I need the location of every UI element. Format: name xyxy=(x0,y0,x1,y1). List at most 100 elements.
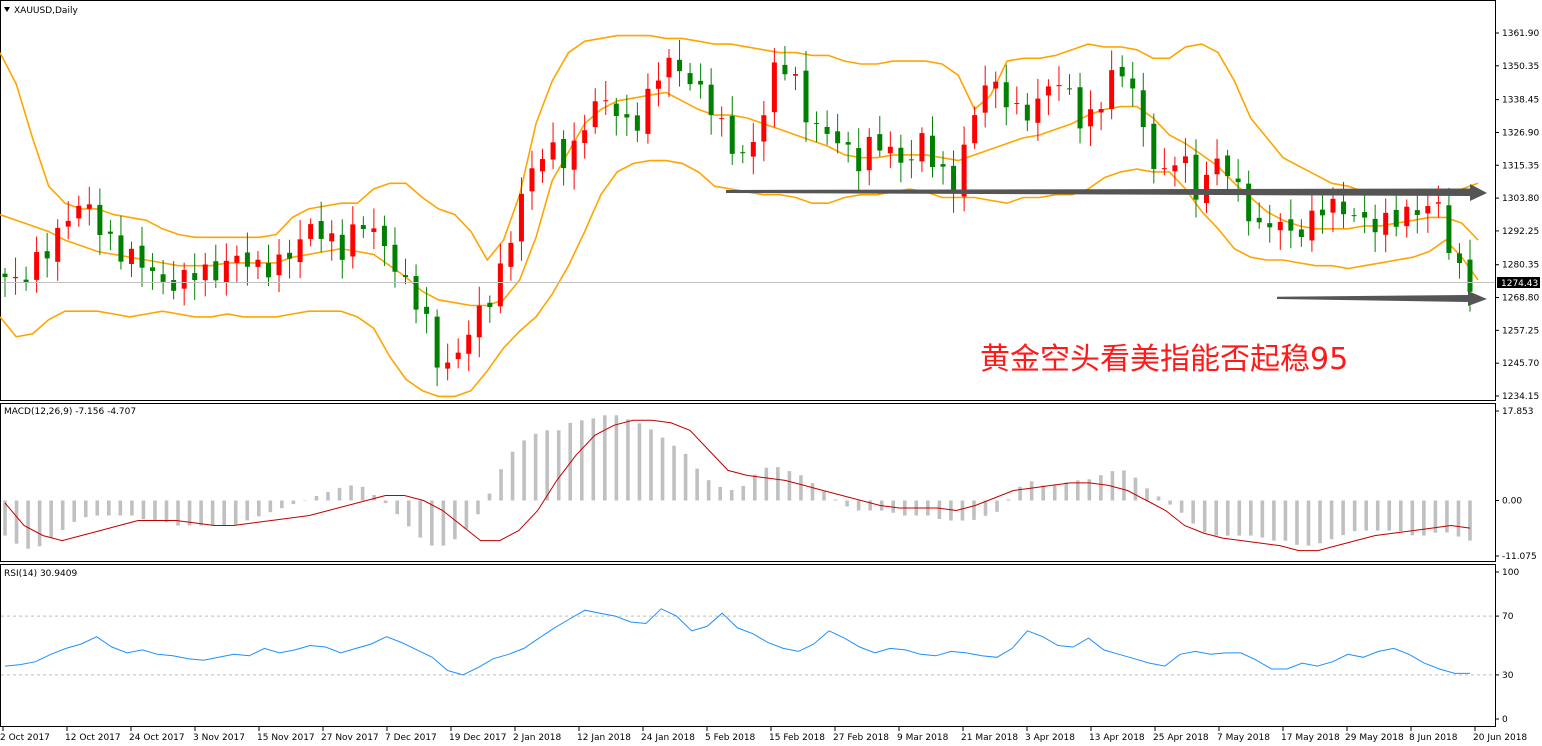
macd-bar xyxy=(614,415,619,501)
macd-bar xyxy=(1352,500,1357,532)
macd-bar xyxy=(418,500,423,538)
macd-bar xyxy=(591,418,596,501)
macd-bar xyxy=(1225,500,1230,536)
candle xyxy=(1351,207,1357,223)
candle xyxy=(34,236,40,293)
candle xyxy=(582,114,588,159)
chart-annotation: 黄金空头看美指能否起稳95 xyxy=(980,342,1348,377)
time-tick-label: 27 Nov 2017 xyxy=(321,733,379,743)
macd-bar xyxy=(1064,482,1069,501)
time-tick-label: 9 Mar 2018 xyxy=(897,733,949,743)
candle xyxy=(455,338,461,369)
macd-bar xyxy=(510,451,515,501)
macd-bar xyxy=(118,500,123,516)
candle xyxy=(877,115,883,157)
time-tick-label: 29 May 2018 xyxy=(1345,733,1404,743)
candle xyxy=(708,68,714,135)
candle xyxy=(318,201,324,253)
macd-bar xyxy=(764,467,769,501)
candle xyxy=(655,62,661,107)
candle xyxy=(1024,93,1030,132)
candle xyxy=(1446,187,1452,260)
candle xyxy=(1045,79,1051,116)
price-tick-label: 1303.80 xyxy=(1502,194,1539,204)
candle xyxy=(276,239,282,293)
candle xyxy=(86,186,92,226)
price-tick-label: 1326.90 xyxy=(1502,128,1539,138)
candle xyxy=(919,127,925,173)
macd-bar xyxy=(1214,500,1219,536)
candle xyxy=(171,261,177,300)
macd-bar xyxy=(1422,500,1426,536)
candle xyxy=(961,126,967,212)
rsi-line xyxy=(4,608,1470,676)
macd-bar xyxy=(1110,471,1115,501)
macd-bar xyxy=(545,430,549,501)
candle xyxy=(265,244,271,287)
candle xyxy=(1088,90,1094,147)
macd-bar xyxy=(1122,470,1126,501)
candle xyxy=(403,258,409,285)
candle xyxy=(1172,156,1178,187)
candle xyxy=(814,111,820,143)
candle xyxy=(476,286,482,358)
macd-bar xyxy=(256,500,261,517)
candle xyxy=(23,266,29,291)
candle xyxy=(434,309,440,387)
time-tick-label: 19 Dec 2017 xyxy=(449,733,507,743)
time-tick-label: 12 Oct 2017 xyxy=(65,733,121,743)
macd-bar xyxy=(683,453,688,501)
macd-bar xyxy=(672,445,676,501)
symbol-label: XAUUSD,Daily xyxy=(14,6,78,16)
macd-bar xyxy=(868,500,872,511)
candle xyxy=(497,243,503,314)
candle xyxy=(1456,243,1462,279)
macd-bar xyxy=(1041,485,1045,501)
macd-bar xyxy=(1052,485,1057,501)
rsi-levels xyxy=(1,615,1495,676)
macd-bar xyxy=(637,423,642,501)
rsi-tick-label: 70 xyxy=(1502,612,1514,622)
macd-bar xyxy=(1329,500,1334,540)
candle xyxy=(645,73,651,144)
resistance-arrow-shape xyxy=(726,184,1487,201)
rsi-tick-label: 100 xyxy=(1502,568,1519,578)
candle xyxy=(392,227,398,288)
price-tick-label: 1338.45 xyxy=(1502,96,1539,106)
candle xyxy=(603,80,609,116)
candle xyxy=(1267,204,1273,243)
candle xyxy=(445,343,451,381)
candle xyxy=(1204,161,1210,214)
macd-bar xyxy=(603,415,607,501)
macd-bar xyxy=(383,500,388,504)
macd-bar xyxy=(1375,500,1380,531)
price-panel xyxy=(0,0,1496,401)
candle xyxy=(1372,204,1378,253)
macd-histogram xyxy=(3,415,1472,549)
macd-bar xyxy=(280,500,284,509)
macd-bar xyxy=(1433,500,1438,533)
candle xyxy=(1140,72,1146,147)
triangle-down-icon[interactable] xyxy=(4,7,10,12)
macd-bar xyxy=(1260,500,1265,538)
macd-bar xyxy=(95,500,100,516)
candle xyxy=(413,264,419,324)
candle xyxy=(613,97,619,136)
candle xyxy=(792,66,798,91)
candle xyxy=(234,245,240,283)
macd-bar xyxy=(1075,480,1080,501)
macd-title: MACD(12,26,9) -7.156 -4.707 xyxy=(4,407,136,417)
macd-bar xyxy=(845,500,849,507)
candle xyxy=(76,195,82,227)
macd-bar xyxy=(26,500,30,549)
candle xyxy=(1246,170,1252,236)
macd-bar xyxy=(1018,486,1022,501)
macd-bar xyxy=(972,500,976,520)
macd-bar xyxy=(1410,500,1415,536)
candle xyxy=(202,252,208,297)
macd-bar xyxy=(1387,500,1392,531)
macd-bar xyxy=(533,433,538,501)
candle xyxy=(835,113,841,154)
candle xyxy=(44,232,50,278)
candle xyxy=(972,106,978,149)
